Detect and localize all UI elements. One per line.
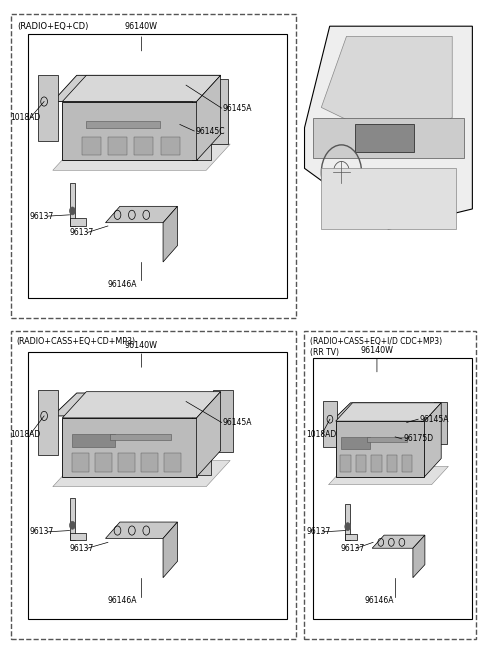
Bar xyxy=(82,137,101,155)
Polygon shape xyxy=(328,466,448,485)
Bar xyxy=(345,534,357,540)
Bar xyxy=(336,421,424,477)
Bar xyxy=(38,75,58,141)
Circle shape xyxy=(345,523,350,531)
Text: 1018AD: 1018AD xyxy=(306,430,336,439)
Text: 96137: 96137 xyxy=(70,544,94,553)
Bar xyxy=(110,434,171,440)
Bar xyxy=(141,453,158,472)
Bar xyxy=(72,434,115,447)
Text: 96137: 96137 xyxy=(30,212,54,221)
Bar xyxy=(134,137,154,155)
Bar xyxy=(118,453,135,472)
Bar xyxy=(70,498,75,540)
Circle shape xyxy=(70,521,75,529)
Polygon shape xyxy=(197,392,221,477)
Text: 96137: 96137 xyxy=(340,544,365,553)
Text: 96145C: 96145C xyxy=(196,126,225,136)
Polygon shape xyxy=(53,393,221,416)
Bar xyxy=(419,415,432,462)
Polygon shape xyxy=(413,535,425,578)
Polygon shape xyxy=(336,403,441,421)
Bar xyxy=(434,402,447,444)
Text: 1018AD: 1018AD xyxy=(11,430,41,439)
Bar xyxy=(345,504,350,540)
Polygon shape xyxy=(321,36,452,148)
Bar xyxy=(62,418,197,477)
Polygon shape xyxy=(53,144,230,170)
Text: 96145A: 96145A xyxy=(223,103,252,113)
Text: 96137: 96137 xyxy=(307,527,331,536)
Bar xyxy=(341,437,370,449)
Polygon shape xyxy=(106,206,178,223)
Bar xyxy=(356,455,366,472)
Text: 96146A: 96146A xyxy=(108,596,137,605)
Bar xyxy=(38,390,58,455)
Polygon shape xyxy=(304,26,472,229)
Text: (RADIO+EQ+CD): (RADIO+EQ+CD) xyxy=(17,22,88,31)
Polygon shape xyxy=(106,522,178,538)
Bar xyxy=(108,137,127,155)
Text: (RR TV): (RR TV) xyxy=(310,348,339,357)
Bar xyxy=(386,455,397,472)
Bar xyxy=(161,137,180,155)
Bar xyxy=(192,409,211,475)
Bar xyxy=(70,218,86,226)
Circle shape xyxy=(70,207,75,215)
Polygon shape xyxy=(62,392,221,418)
Text: 96175D: 96175D xyxy=(403,434,433,443)
Polygon shape xyxy=(197,75,221,160)
Text: 96146A: 96146A xyxy=(108,280,137,290)
Polygon shape xyxy=(313,118,464,158)
Bar xyxy=(402,455,412,472)
Bar xyxy=(70,533,86,540)
Bar xyxy=(321,168,456,229)
Polygon shape xyxy=(53,75,221,102)
Text: (RADIO+CASS+EQ+I/D CDC+MP3): (RADIO+CASS+EQ+I/D CDC+MP3) xyxy=(310,337,442,346)
Text: 96140W: 96140W xyxy=(360,346,394,355)
Polygon shape xyxy=(424,403,441,477)
Polygon shape xyxy=(53,460,230,487)
Polygon shape xyxy=(163,206,178,262)
Bar xyxy=(367,437,407,442)
Bar xyxy=(323,401,336,447)
Bar xyxy=(70,183,75,226)
Bar xyxy=(209,79,228,144)
Bar xyxy=(164,453,181,472)
Bar xyxy=(72,453,89,472)
Text: (RADIO+CASS+EQ+CD+MP3): (RADIO+CASS+EQ+CD+MP3) xyxy=(17,337,136,346)
Bar xyxy=(340,455,351,472)
Text: 96140W: 96140W xyxy=(125,22,158,31)
Bar xyxy=(371,455,382,472)
Polygon shape xyxy=(163,522,178,578)
Bar xyxy=(192,95,211,160)
Text: 96137: 96137 xyxy=(70,228,94,237)
Text: 96145A: 96145A xyxy=(223,418,252,427)
Text: 96140W: 96140W xyxy=(125,341,158,350)
Polygon shape xyxy=(62,75,221,102)
Bar xyxy=(86,121,160,128)
Text: 96137: 96137 xyxy=(30,527,54,536)
Polygon shape xyxy=(334,403,439,419)
Text: 96146A: 96146A xyxy=(364,596,394,605)
Bar xyxy=(214,390,233,452)
Bar xyxy=(355,124,414,152)
Text: 96145A: 96145A xyxy=(420,415,449,424)
Polygon shape xyxy=(372,535,425,548)
Bar xyxy=(95,453,112,472)
Text: 1018AD: 1018AD xyxy=(11,113,41,122)
Bar xyxy=(62,102,197,160)
